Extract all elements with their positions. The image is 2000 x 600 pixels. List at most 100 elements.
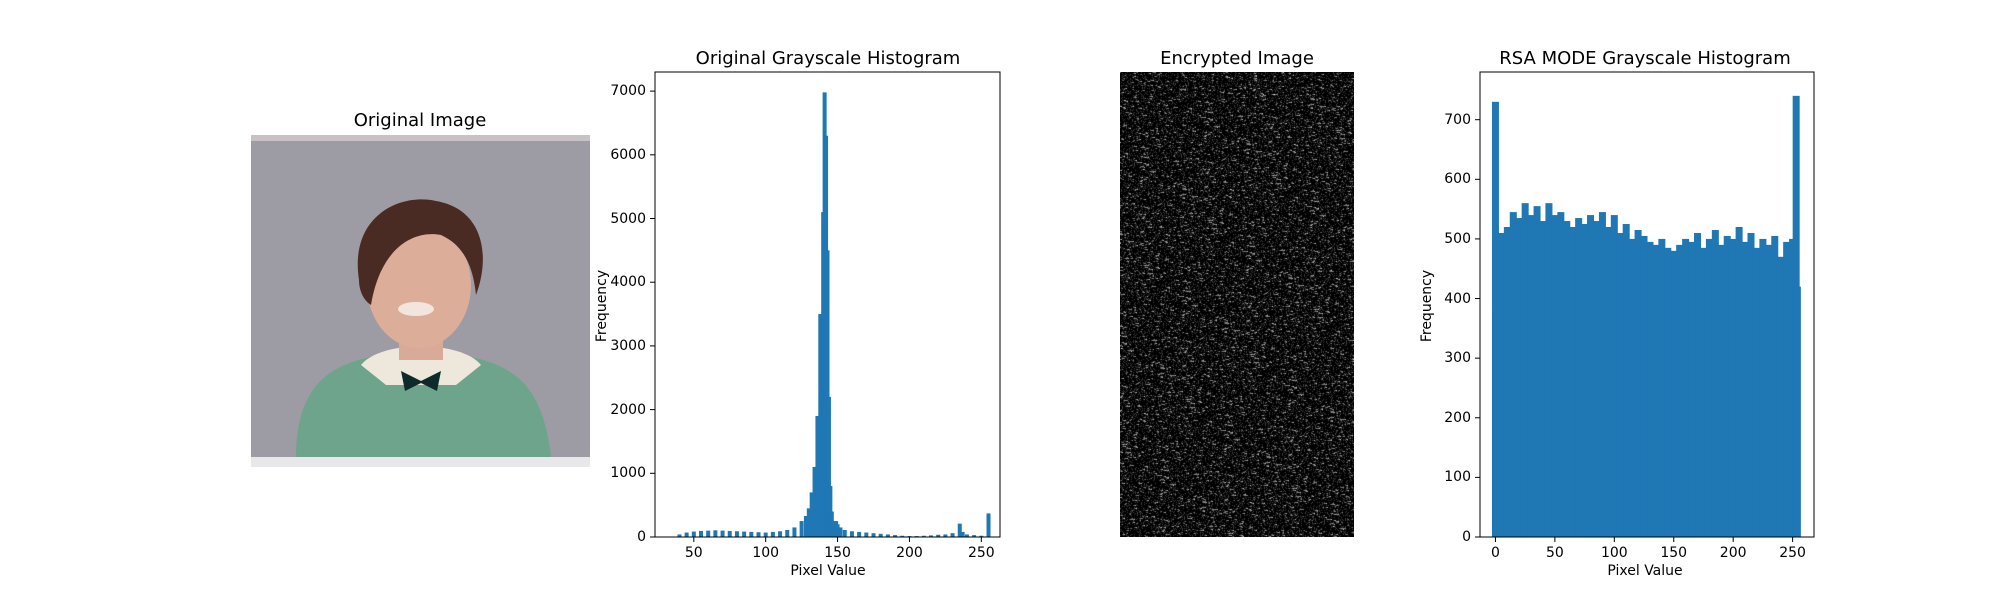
rsa-hist-ytick-label: 200 xyxy=(1444,409,1471,426)
orig-hist-xtick-label: 200 xyxy=(896,545,923,561)
rsa-hist-bar xyxy=(1765,244,1773,537)
orig-hist-xtick-label: 100 xyxy=(752,545,780,561)
rsa-hist-bar xyxy=(1598,212,1606,537)
rsa-hist-bar xyxy=(1711,229,1719,537)
rsa-hist-bar xyxy=(1705,238,1713,537)
orig-hist-bar xyxy=(943,534,948,537)
rsa-hist-bar xyxy=(1789,238,1797,537)
orig-hist-bar xyxy=(885,534,890,537)
original-image-title: Original Image xyxy=(353,110,487,131)
orig-hist-bar xyxy=(749,531,754,537)
orig-hist-bar xyxy=(815,415,820,537)
rsa-hist-bar xyxy=(1717,244,1725,537)
orig-hist-ytick-label: 6000 xyxy=(610,146,646,163)
orig-hist-ytick-label: 2000 xyxy=(610,401,646,418)
orig-hist-ytick-label: 0 xyxy=(637,529,646,545)
orig-hist-bar xyxy=(742,531,747,537)
orig-hist-bar xyxy=(857,531,862,537)
orig-hist-bar xyxy=(929,535,933,537)
rsa-hist-bar xyxy=(1777,256,1785,537)
rsa-hist-bar xyxy=(1497,232,1505,537)
orig-hist-bar xyxy=(706,530,711,537)
orig-hist-bar xyxy=(734,531,739,537)
orig-hist-xlabel: Pixel Value xyxy=(790,563,866,579)
orig-hist-bar xyxy=(699,530,703,537)
rsa-hist-bar xyxy=(1658,238,1666,537)
rsa-hist-bar xyxy=(1610,215,1618,538)
orig-hist-bar xyxy=(727,530,732,537)
rsa-hist-xtick-label: 250 xyxy=(1779,545,1806,561)
rsa-hist-bar xyxy=(1741,241,1749,537)
rsa-hist-bar xyxy=(1759,238,1767,537)
rsa-hist-bar xyxy=(1682,238,1690,537)
rsa-hist-bar xyxy=(1688,241,1696,537)
rsa-hist-bar xyxy=(1670,250,1678,537)
orig-hist-bar xyxy=(825,250,830,537)
rsa-hist-ytick-label: 0 xyxy=(1462,529,1471,545)
rsa-hist-ytick-label: 700 xyxy=(1444,111,1471,128)
rsa-hist-bar xyxy=(1723,235,1731,537)
rsa-hist-bar xyxy=(1664,247,1672,537)
rsa-hist-bar xyxy=(1563,221,1571,538)
orig-hist-bar xyxy=(785,529,790,537)
rsa-hist-bar xyxy=(1575,218,1583,538)
orig-hist-bar xyxy=(770,531,775,537)
rsa-hist-bar xyxy=(1783,241,1791,537)
rsa-hist-bar xyxy=(1515,218,1523,538)
rsa-hist-bar xyxy=(1539,221,1547,538)
orig-hist-bar xyxy=(972,535,977,537)
orig-hist-ytick-label: 3000 xyxy=(610,337,646,354)
orig-hist-bar xyxy=(763,532,768,537)
orig-hist-bar xyxy=(778,531,783,537)
rsa-hist-bar xyxy=(1592,221,1600,538)
orig-hist-bar xyxy=(936,534,941,537)
rsa-hist-bar xyxy=(1646,241,1654,537)
orig-hist-bar xyxy=(964,534,969,537)
rsa-hist-bar xyxy=(1622,224,1630,537)
rsa-hist-bar xyxy=(1581,224,1589,537)
rsa-hist-bar xyxy=(1793,286,1801,537)
rsa-hist-bar xyxy=(1729,238,1737,537)
orig-hist-bar xyxy=(871,533,876,537)
orig-hist-bar xyxy=(677,534,682,537)
rsa-hist-bar xyxy=(1735,227,1743,537)
rsa-hist-ytick-label: 300 xyxy=(1444,350,1471,367)
rsa-hist-bar xyxy=(1699,247,1707,537)
rsa-hist-bar xyxy=(1557,212,1565,537)
rsa-hist-bar xyxy=(1634,229,1642,537)
rsa-hist-bar xyxy=(1640,235,1648,537)
orig-hist-bar xyxy=(957,523,962,537)
rsa-hist-xtick-label: 50 xyxy=(1545,545,1564,561)
orig-hist-xtick-label: 250 xyxy=(967,545,995,561)
rsa-hist-bar xyxy=(1747,232,1755,537)
rsa-hist-bar xyxy=(1587,215,1595,538)
orig-hist-bar xyxy=(803,515,808,537)
rsa-hist-xtick-label: 200 xyxy=(1719,545,1747,561)
orig-hist-bar xyxy=(921,535,926,537)
orig-hist-bar xyxy=(720,530,725,537)
rsa-hist-bar xyxy=(1604,227,1612,537)
orig-hist-bar xyxy=(979,535,984,537)
rsa-hist-bar xyxy=(1569,227,1577,537)
orig-hist-title: Original Grayscale Histogram xyxy=(695,48,961,69)
rsa-hist-xlabel: Pixel Value xyxy=(1607,563,1683,579)
orig-hist-xtick-label: 150 xyxy=(824,545,851,561)
orig-hist-ytick-label: 7000 xyxy=(610,83,646,100)
orig-hist-bar xyxy=(878,533,883,537)
rsa-hist-bar xyxy=(1521,203,1529,537)
orig-hist-ytick-label: 4000 xyxy=(610,274,646,291)
orig-hist-bar xyxy=(960,531,965,537)
orig-hist-bar xyxy=(864,532,869,537)
encrypted-image-title: Encrypted Image xyxy=(1160,48,1314,69)
orig-hist-bar xyxy=(806,508,811,537)
orig-hist-bar xyxy=(900,535,905,537)
rsa-hist-bar xyxy=(1771,235,1779,537)
rsa-hist-bar xyxy=(1551,215,1559,538)
orig-hist-bar xyxy=(986,513,991,537)
orig-hist-ytick-label: 5000 xyxy=(610,210,646,227)
orig-hist-bar xyxy=(835,524,840,537)
rsa-hist-xtick-label: 150 xyxy=(1660,545,1688,561)
rsa-hist-title: RSA MODE Grayscale Histogram xyxy=(1499,48,1791,69)
orig-hist-bar xyxy=(691,531,696,537)
rsa-hist-bar xyxy=(1628,238,1636,537)
